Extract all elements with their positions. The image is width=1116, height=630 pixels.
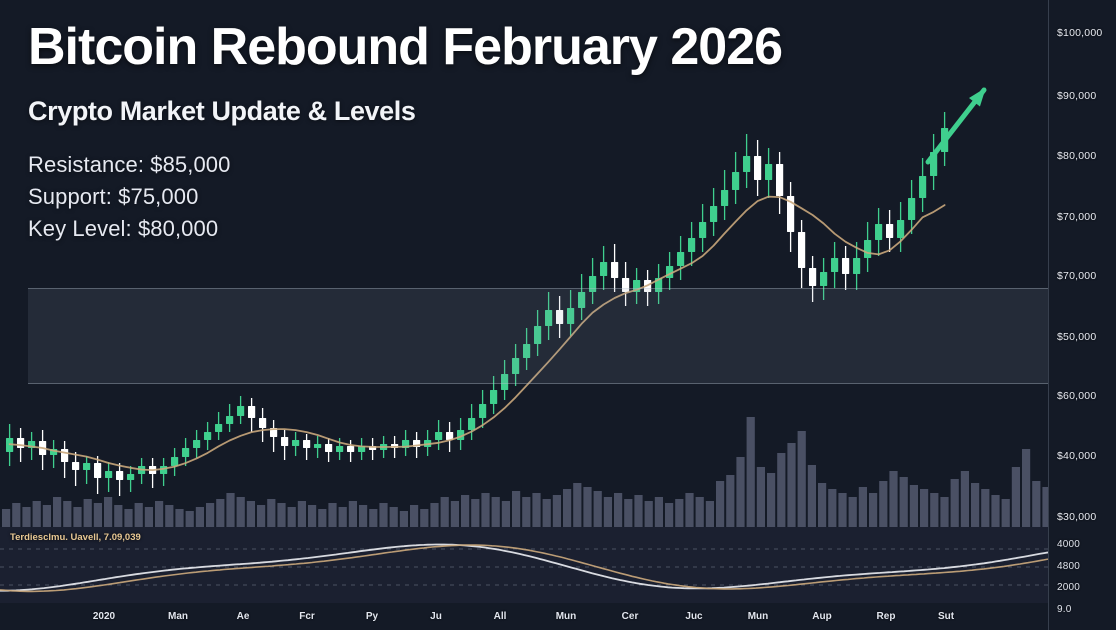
date-tick-12: Rep (876, 611, 896, 622)
price-axis-tick-3: $70,000 (1057, 211, 1097, 223)
date-tick-3: Fcr (299, 611, 315, 622)
levels-list: Resistance: $85,000 Support: $75,000 Key L… (28, 149, 988, 244)
volume-bars (2, 417, 1048, 527)
level-line-2: Key Level: $80,000 (28, 215, 219, 241)
price-axis: $100,000 $90,000 $80,000 $70,000 $70,000 $50,… (1048, 0, 1116, 630)
price-chart-panel (2, 112, 1048, 527)
price-axis-tick-1: $90,000 (1057, 90, 1097, 102)
date-tick-2: Ae (236, 611, 250, 622)
price-axis-tick-8: $30,000 (1057, 511, 1097, 523)
key-level-band (28, 288, 1048, 384)
oscillator-axis-tick-3: 9.0 (1057, 604, 1072, 615)
price-axis-tick-2: $80,000 (1057, 150, 1097, 162)
price-axis-tick-6: $60,000 (1057, 390, 1097, 402)
headline-block: Bitcoin Rebound February 2026 Crypto Mar… (28, 18, 988, 244)
date-tick-9: Juc (685, 611, 703, 622)
date-tick-13: Sut (937, 611, 955, 622)
price-axis-tick-7: $40,000 (1057, 450, 1097, 462)
date-tick-5: Ju (430, 611, 442, 622)
date-tick-11: Aup (812, 611, 832, 622)
date-tick-0: 2020 (92, 611, 116, 622)
page-subtitle: Crypto Market Update & Levels (28, 96, 416, 127)
date-tick-8: Cer (621, 611, 639, 622)
oscillator-panel: Terdiesclmu. Uavell, 7.09,039 (0, 527, 1048, 603)
price-axis-tick-5: $50,000 (1057, 331, 1097, 343)
page-title: Bitcoin Rebound February 2026 (28, 18, 783, 76)
date-tick-4: Py (365, 611, 379, 622)
level-line-0: Resistance: $85,000 (28, 152, 231, 178)
price-axis-tick-4: $70,000 (1057, 270, 1097, 282)
candlestick-svg (2, 112, 1048, 527)
indicator-legend-label: Terdiesclmu. Uavell, 7.09,039 (10, 532, 141, 543)
date-tick-10: Mun (747, 611, 769, 622)
level-line-1: Support: $75,000 (28, 183, 199, 209)
moving-average-line (8, 195, 946, 471)
oscillator-svg (0, 543, 1048, 593)
x-axis: 2020 Man Ae Fcr Py Ju All Mun Cer Juc Mun Aup Rep Sut (0, 603, 1048, 630)
oscillator-axis-tick-1: 4800 (1057, 561, 1081, 572)
price-axis-tick-0: $100,000 (1057, 27, 1103, 39)
oscillator-axis-tick-0: 4000 (1057, 539, 1081, 550)
date-tick-6: All (493, 611, 507, 622)
date-tick-7: Mun (555, 611, 577, 622)
date-tick-1: Man (168, 611, 188, 622)
oscillator-axis-tick-2: 2000 (1057, 582, 1081, 593)
